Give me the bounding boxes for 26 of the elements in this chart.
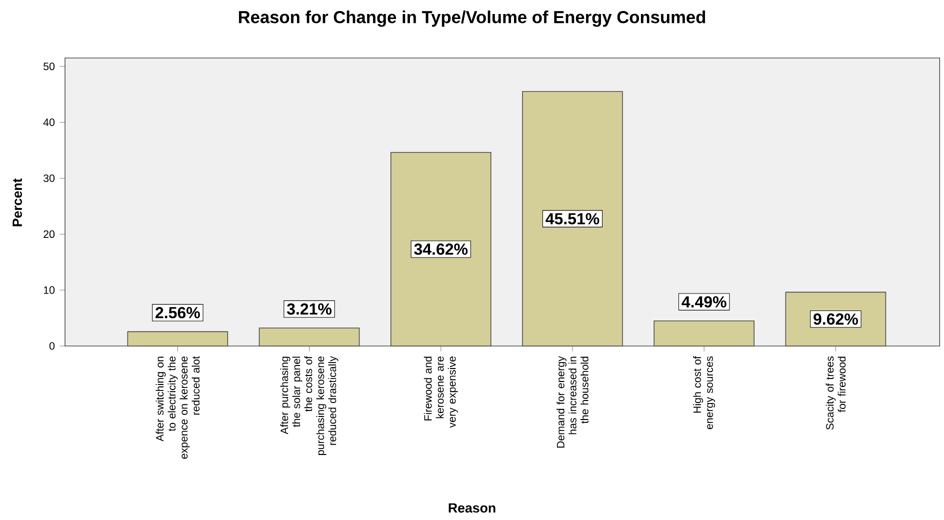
y-axis-title: Percent: [12, 178, 22, 226]
x-axis-title: Reason: [448, 503, 496, 513]
data-label: 9.62%: [814, 313, 858, 325]
data-label: 45.51%: [546, 213, 600, 224]
bar: [654, 320, 754, 346]
bar: [258, 328, 360, 346]
data-label: 4.49%: [682, 296, 726, 308]
x-tick-label: Firewood and kerosene are very expensive: [424, 356, 458, 428]
y-tick-label: 50: [44, 62, 55, 70]
y-tick-label: 20: [44, 230, 55, 238]
data-label: 3.21%: [286, 303, 332, 315]
bar: [390, 152, 492, 346]
bar: [522, 91, 623, 346]
y-tick-label: 40: [43, 118, 55, 126]
x-tick-label: Demand for energy has increased in the household: [556, 356, 588, 448]
bar: [127, 331, 228, 346]
data-label: 34.62%: [414, 244, 468, 255]
y-tick-label: 10: [44, 286, 55, 294]
x-tick-label: After switching on to electricity the expence on kerosene reduced alot: [156, 356, 200, 459]
x-tick-label: High cost of energy sources: [693, 356, 716, 430]
chart-title: Reason for Change in Type/Volume of Energy Consumed: [238, 10, 706, 27]
data-label: 2.56%: [156, 307, 200, 318]
x-tick-label: After purchasing the solar panel the costs of purchasing kerosene reduced drastically: [280, 356, 338, 455]
x-tick-label: Scacity of trees for firewood: [826, 356, 846, 430]
y-tick-label: 30: [44, 174, 55, 182]
y-tick-label: 0: [49, 342, 55, 350]
